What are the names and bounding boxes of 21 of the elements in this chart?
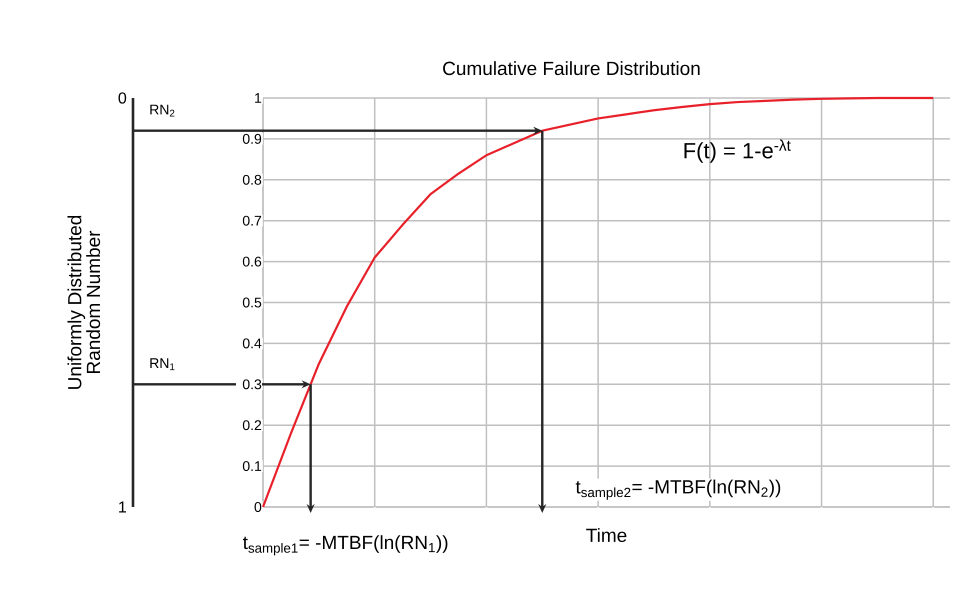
y2-axis-title: Uniformly Distributed Random Number bbox=[67, 216, 100, 389]
y-tick-label: 1 bbox=[255, 93, 262, 103]
y-tick-label: 0.2 bbox=[242, 420, 262, 430]
ref-line-label: RN$_{1}$ bbox=[150, 358, 174, 370]
y-tick-label: 0.3 bbox=[242, 379, 262, 390]
annotation: F(t) = 1-e$^{-λt}$ bbox=[684, 140, 791, 163]
annotation: t$_{sample2}$= -MTBF(ln(RN$_{2}$)) bbox=[576, 480, 780, 500]
y-tick-label: 0.4 bbox=[242, 338, 262, 348]
y2-tick-label: 0 bbox=[118, 92, 126, 104]
x-axis-title: Time bbox=[586, 528, 626, 542]
y2-tick-label: 1 bbox=[119, 501, 126, 513]
y-tick-label: 0.6 bbox=[242, 256, 262, 267]
y-tick-label: 0 bbox=[254, 502, 262, 512]
y-tick-label: 0.5 bbox=[242, 298, 262, 308]
y-tick-label: 0.9 bbox=[242, 134, 262, 144]
y-tick-label: 0.8 bbox=[242, 174, 262, 185]
y-tick-label: 0.1 bbox=[242, 461, 262, 472]
ref-line-label: RN$_{2}$ bbox=[150, 104, 174, 117]
text: t$_{sample1}$= -MTBF(ln(RN$_{1}$)) bbox=[242, 535, 448, 556]
chart-title: Cumulative Failure Distribution bbox=[443, 61, 700, 76]
y-tick-label: 0.7 bbox=[242, 216, 262, 226]
